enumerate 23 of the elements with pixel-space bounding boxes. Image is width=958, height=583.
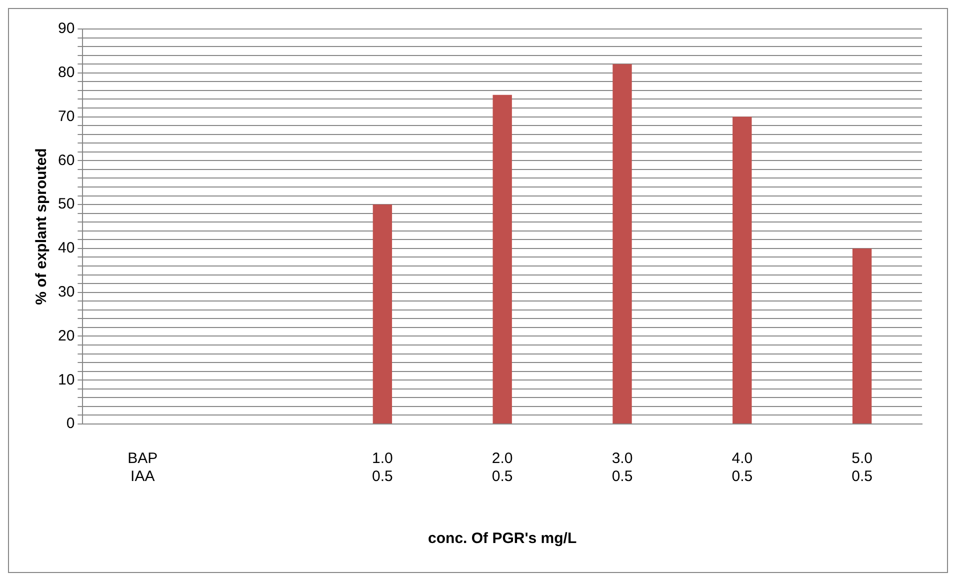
- y-tick-label: 10: [58, 371, 75, 388]
- x-tick-label: 1.0 0.5: [372, 450, 393, 486]
- y-tick-label: 0: [66, 415, 75, 432]
- y-tick-label: 90: [58, 20, 75, 38]
- bar: [372, 204, 392, 424]
- y-tick-label: 60: [58, 152, 75, 169]
- y-tick-label: 80: [58, 64, 75, 82]
- x-tick-label: 4.0 0.5: [732, 450, 753, 486]
- y-tick-label: 50: [58, 196, 75, 213]
- x-tick-label: BAP IAA: [128, 450, 158, 486]
- bar: [492, 94, 512, 424]
- x-tick-label: 5.0 0.5: [852, 450, 872, 486]
- x-tick-label: 2.0 0.5: [492, 450, 513, 486]
- bar: [732, 116, 752, 424]
- y-tick-label: 70: [58, 108, 75, 125]
- y-tick-label: 30: [58, 283, 75, 300]
- x-axis-title: conc. Of PGR's mg/L: [428, 530, 577, 548]
- y-axis-title: % of explant sprouted: [33, 148, 50, 305]
- y-tick-label: 40: [58, 240, 75, 257]
- bar: [612, 64, 632, 424]
- x-tick-label: 3.0 0.5: [612, 450, 633, 486]
- bar: [852, 248, 872, 424]
- y-tick-label: 20: [58, 327, 75, 344]
